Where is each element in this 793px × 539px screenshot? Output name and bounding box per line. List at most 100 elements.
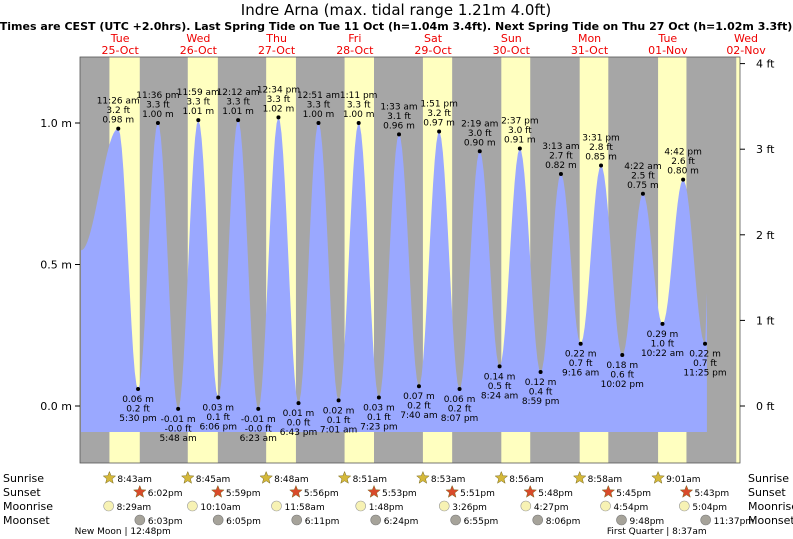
moonrise-time: 4:54pm bbox=[614, 503, 649, 513]
low-tide-point bbox=[336, 398, 341, 403]
high-tide-label: 4:22 am bbox=[624, 162, 661, 172]
high-tide-point bbox=[236, 118, 241, 123]
low-tide-label: 8:07 pm bbox=[441, 414, 479, 424]
high-tide-label: 1.00 m bbox=[142, 110, 174, 120]
sunset-time: 5:48pm bbox=[538, 489, 573, 499]
sunrise-icon bbox=[337, 470, 352, 484]
low-tide-label: 0.02 m bbox=[323, 406, 355, 416]
moonset-time: 6:24pm bbox=[384, 517, 419, 527]
day-name-label: Sat bbox=[424, 32, 443, 45]
day-headers: Tue25-OctWed26-OctThu27-OctFri28-OctSat2… bbox=[101, 32, 766, 57]
low-tide-label: 0.1 ft bbox=[367, 413, 391, 423]
high-tide-label: 12:12 am bbox=[217, 88, 260, 98]
day-name-label: Wed bbox=[734, 32, 758, 45]
high-tide-label: 0.75 m bbox=[627, 181, 659, 191]
sunset-time: 5:59pm bbox=[226, 489, 261, 499]
high-tide-label: 3.3 ft bbox=[347, 101, 371, 111]
sunset-time: 5:43pm bbox=[694, 489, 729, 499]
sunrise-time: 8:51am bbox=[353, 475, 388, 485]
day-name-label: Thu bbox=[265, 32, 287, 45]
low-tide-label: 7:40 am bbox=[400, 411, 437, 421]
low-tide-label: 0.14 m bbox=[484, 372, 516, 382]
low-tide-label: 8:59 pm bbox=[522, 397, 560, 407]
high-tide-point bbox=[397, 132, 402, 137]
high-tide-label: 11:36 pm bbox=[136, 91, 179, 101]
sunrise-time: 8:43am bbox=[117, 475, 152, 485]
moonrise-time: 1:48pm bbox=[369, 503, 404, 513]
low-tide-label: 6:23 am bbox=[240, 434, 277, 444]
sunrise-time: 9:01am bbox=[666, 475, 701, 485]
high-tide-label: 2.6 ft bbox=[671, 157, 695, 167]
low-tide-label: -0.0 ft bbox=[165, 424, 192, 434]
low-tide-point bbox=[620, 353, 625, 358]
right-axis-tick-label: 0 ft bbox=[756, 400, 775, 413]
low-tide-point bbox=[497, 364, 502, 369]
high-tide-point bbox=[356, 121, 361, 125]
low-tide-label: 0.01 m bbox=[283, 409, 315, 419]
sunset-row-label-right: Sunset bbox=[748, 486, 786, 499]
moonset-icon bbox=[450, 514, 461, 526]
day-name-label: Mon bbox=[578, 32, 601, 45]
low-tide-label: 8:24 am bbox=[481, 391, 518, 401]
high-tide-label: 2:19 am bbox=[461, 119, 498, 129]
moonset-time: 6:11pm bbox=[305, 517, 340, 527]
low-tide-label: 0.2 ft bbox=[407, 402, 431, 412]
low-tide-label: 9:16 am bbox=[562, 369, 599, 379]
sunset-icon bbox=[679, 484, 694, 498]
sunset-time: 5:45pm bbox=[616, 489, 651, 499]
low-tide-label: 0.5 ft bbox=[488, 382, 512, 392]
moonset-icon bbox=[134, 514, 146, 526]
low-tide-label: 0.07 m bbox=[403, 392, 435, 402]
high-tide-label: 0.91 m bbox=[504, 135, 536, 145]
sunset-time: 6:02pm bbox=[148, 489, 183, 499]
high-tide-point bbox=[477, 149, 482, 154]
sunset-icon bbox=[523, 484, 538, 498]
axis-ticks: 0.0 m 0.5 m 1.0 m 0 ft 1 ft 2 ft 3 ft 4 ft bbox=[40, 58, 775, 413]
moonrise-icon bbox=[520, 500, 532, 512]
sunset-icon bbox=[601, 484, 616, 498]
sunrise-row-label-left: Sunrise bbox=[3, 472, 44, 485]
sunrise-time: 8:45am bbox=[196, 475, 231, 485]
day-date-label: 02-Nov bbox=[726, 44, 766, 57]
low-tide-label: 0.06 m bbox=[122, 395, 154, 405]
high-tide-point bbox=[116, 126, 121, 131]
right-axis-tick-label: 3 ft bbox=[756, 143, 775, 156]
moonrise-icon bbox=[600, 500, 611, 512]
high-tide-label: 3.0 ft bbox=[468, 129, 492, 139]
moonset-icon bbox=[291, 514, 303, 526]
sunrise-icon bbox=[102, 470, 117, 484]
sunset-icon bbox=[289, 484, 303, 498]
low-tide-label: 0.06 m bbox=[444, 395, 476, 405]
sunset-row-label-left: Sunset bbox=[3, 486, 41, 499]
low-tide-label: 11:25 pm bbox=[683, 369, 726, 379]
low-tide-point bbox=[416, 384, 421, 389]
low-tide-label: 10:22 am bbox=[641, 349, 684, 359]
sunset-icon bbox=[367, 484, 381, 498]
low-tide-label: 0.0 ft bbox=[287, 419, 311, 429]
sunrise-icon bbox=[259, 470, 274, 484]
day-name-label: Wed bbox=[186, 32, 210, 45]
high-tide-label: 3.3 ft bbox=[267, 95, 291, 105]
moonrise-icon bbox=[679, 500, 690, 512]
day-date-label: 26-Oct bbox=[180, 44, 218, 57]
moonset-icon bbox=[532, 514, 544, 526]
high-tide-label: 12:51 am bbox=[297, 91, 340, 101]
high-tide-label: 0.90 m bbox=[464, 138, 496, 148]
low-tide-label: 5:48 am bbox=[159, 434, 196, 444]
day-name-label: Fri bbox=[348, 32, 361, 45]
sunrise-icon bbox=[651, 470, 665, 484]
low-tide-point bbox=[176, 406, 181, 411]
low-tide-label: 0.1 ft bbox=[206, 413, 230, 423]
chart-title: Indre Arna (max. tidal range 1.21m 4.0ft… bbox=[241, 1, 551, 19]
low-tide-point bbox=[296, 401, 301, 406]
moonset-row-label-left: Moonset bbox=[3, 514, 50, 527]
high-tide-label: 3.3 ft bbox=[146, 101, 170, 111]
moonset-icon bbox=[212, 514, 224, 526]
moonrise-icon bbox=[438, 500, 450, 512]
high-tide-point bbox=[276, 115, 281, 120]
moonset-time: 8:06pm bbox=[546, 517, 581, 527]
low-tide-label: 6:43 pm bbox=[280, 428, 318, 438]
moon-phase-label: New Moon | 12:48pm bbox=[75, 527, 171, 537]
high-tide-point bbox=[196, 118, 201, 123]
